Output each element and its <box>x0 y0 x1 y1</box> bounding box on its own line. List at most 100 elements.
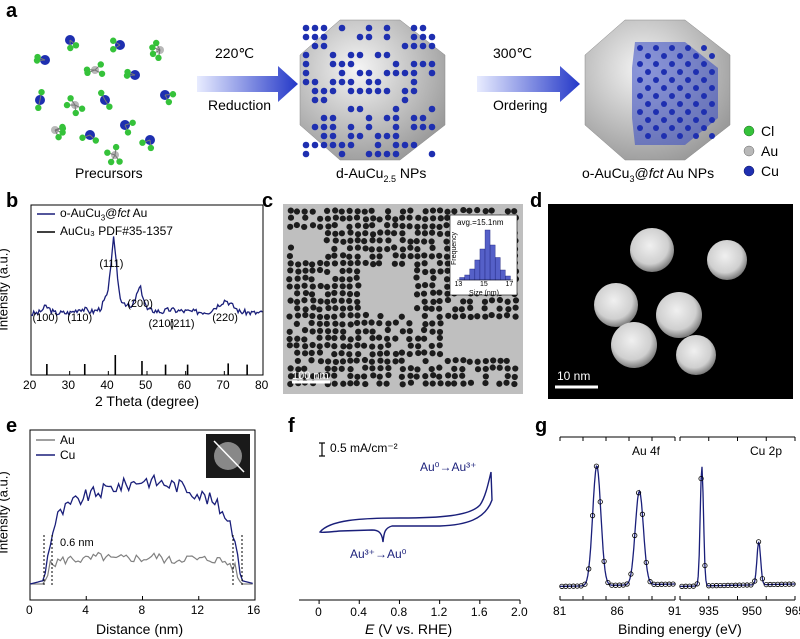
g-data-point <box>643 559 649 566</box>
c-particle <box>294 283 301 290</box>
cu-atom <box>329 51 337 59</box>
c-particle <box>444 290 451 297</box>
cl-atom <box>116 158 123 165</box>
c-particle <box>422 215 429 223</box>
cu-atom <box>709 117 715 123</box>
cu-atom <box>392 150 400 158</box>
cu-atom <box>311 33 319 41</box>
c-particle <box>369 343 376 350</box>
panel-label-b: b <box>6 190 19 212</box>
c-particle <box>370 215 377 222</box>
c-particle <box>338 297 345 304</box>
g-data-point <box>612 582 619 588</box>
panel-label-a: a <box>6 0 18 22</box>
c-particle <box>339 267 346 275</box>
cu-atom <box>693 101 699 107</box>
arrow2-top-label: 300℃ <box>493 45 533 61</box>
c-particle <box>444 208 451 215</box>
b-xlabel: 2 Theta (degree) <box>95 393 200 409</box>
d-particle <box>707 240 747 280</box>
cu-atom <box>320 24 328 32</box>
c-particle <box>443 253 451 260</box>
cu-atom <box>693 69 699 75</box>
np1-label-post: NPs <box>395 165 427 181</box>
c-particle <box>488 297 496 304</box>
c-particle <box>407 342 414 349</box>
c-particle <box>287 244 295 251</box>
c-particle <box>474 313 481 320</box>
c-particle <box>399 381 406 388</box>
c-particle <box>308 357 315 364</box>
cu-atom <box>701 45 707 51</box>
g-data-point <box>616 582 623 588</box>
g-data-point <box>786 581 792 587</box>
cu-atom <box>645 133 651 139</box>
b-peak-label: (220) <box>212 312 238 324</box>
c-inset-tick-label: 13 <box>454 281 463 288</box>
cu-atom <box>677 53 683 59</box>
b-x-tick-label: 30 <box>61 378 76 392</box>
c-particle <box>429 244 436 251</box>
c-particle <box>286 313 293 320</box>
c-particle <box>436 305 443 312</box>
c-inset-xlabel: Size (nm) <box>469 290 499 297</box>
c-particle <box>512 297 520 304</box>
c-particle <box>445 372 452 379</box>
g-data-point <box>782 581 789 587</box>
cu-atom <box>383 132 391 140</box>
c-particle <box>503 379 510 386</box>
c-particle <box>362 223 370 230</box>
c-particle <box>399 246 406 253</box>
cl-atom <box>139 139 146 146</box>
c-particle <box>422 305 430 312</box>
g-data-point <box>706 583 712 589</box>
c-particle <box>376 320 383 327</box>
cl-atom <box>97 61 104 68</box>
c-particle <box>340 343 347 350</box>
g-x-tick-label: 950 <box>741 604 762 618</box>
c-particle <box>301 365 308 372</box>
cu-atom <box>302 78 310 86</box>
c-particle <box>362 245 369 252</box>
g-data-point <box>725 582 731 589</box>
c-particle <box>392 350 400 358</box>
b-peak-label: (211) <box>169 318 195 330</box>
c-particle <box>466 358 473 365</box>
cu-atom <box>709 53 715 59</box>
c-particle <box>504 365 511 372</box>
cu-atom <box>302 33 310 41</box>
c-particle <box>354 237 361 244</box>
cu-atom <box>419 24 427 32</box>
g-data-point <box>566 583 573 589</box>
c-particle <box>377 343 384 350</box>
c-particle <box>294 312 302 319</box>
c-particle <box>294 275 301 282</box>
cu-atom <box>685 77 691 83</box>
c-particle <box>309 208 316 215</box>
c-particle <box>512 313 519 320</box>
c-particle <box>360 373 368 380</box>
cu-atom <box>693 117 699 123</box>
c-particle <box>383 380 390 387</box>
c-particle <box>309 267 316 274</box>
c-particle <box>429 380 436 387</box>
c-particle <box>504 372 511 380</box>
cu-atom <box>338 78 346 86</box>
c-particle <box>444 267 451 274</box>
c-particle <box>489 364 496 371</box>
c-particle <box>467 379 475 386</box>
legend-cl-label: Cl <box>761 123 775 139</box>
f-annotation-ox: Au⁰→Au³⁺ <box>420 460 477 474</box>
g-data-point <box>775 581 781 587</box>
g-data-point <box>686 583 693 589</box>
c-particle <box>452 313 459 320</box>
c-particle <box>421 312 428 320</box>
c-particle <box>398 349 406 356</box>
cu-atom <box>365 114 373 122</box>
c-particle <box>458 306 465 313</box>
c-particle <box>287 207 294 214</box>
f-cv-curve <box>318 471 493 543</box>
cu-atom <box>338 60 346 68</box>
e-annotation: 0.6 nm <box>60 537 94 549</box>
